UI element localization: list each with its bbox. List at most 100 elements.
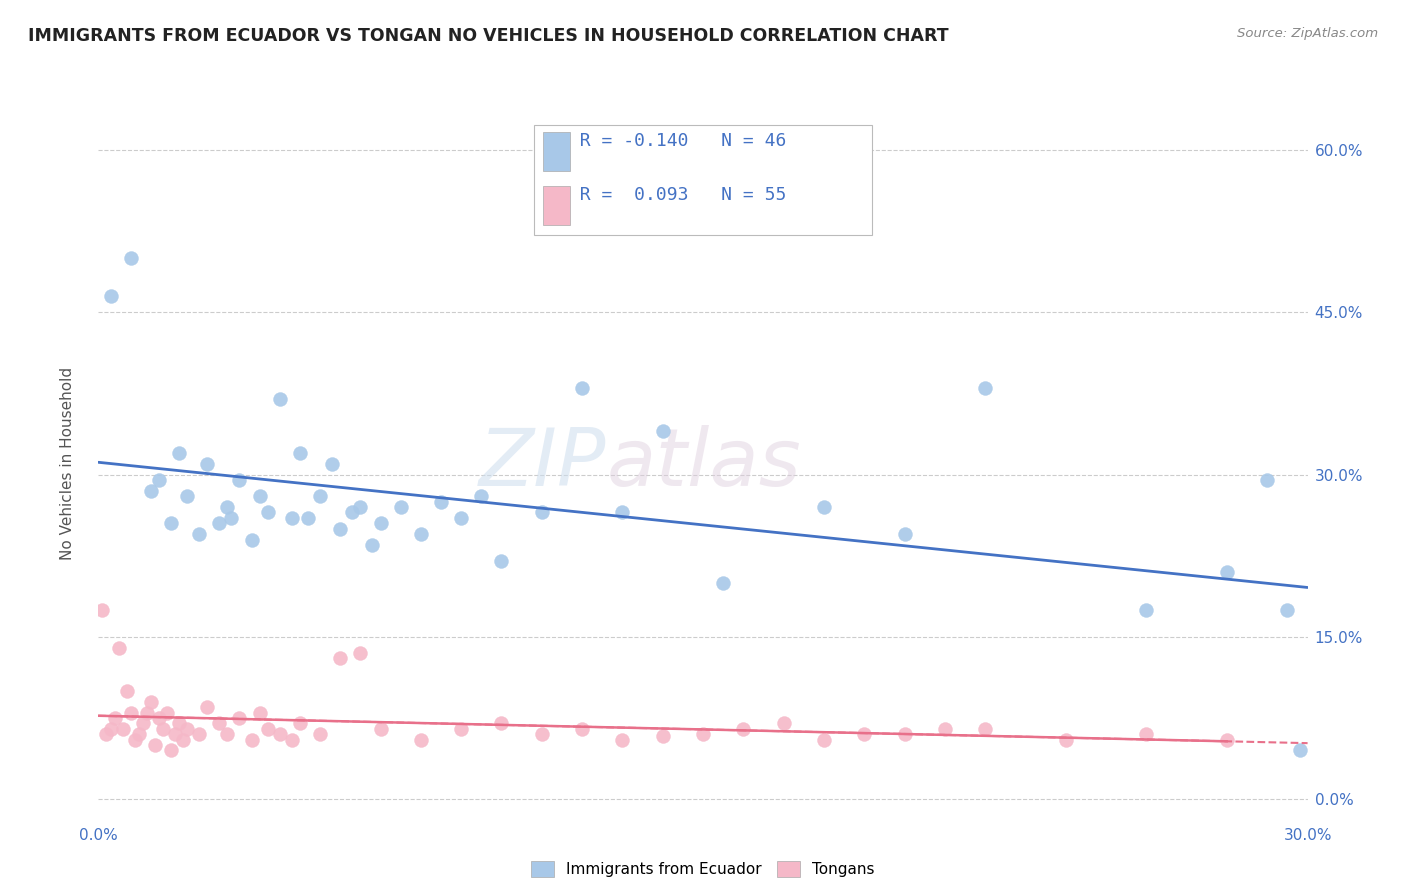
- Point: [132, 716, 155, 731]
- Point: [281, 511, 304, 525]
- Point: [148, 711, 170, 725]
- Point: [934, 722, 956, 736]
- Point: [208, 516, 231, 531]
- Point: [160, 516, 183, 531]
- Point: [172, 732, 194, 747]
- Point: [269, 392, 291, 406]
- Text: IMMIGRANTS FROM ECUADOR VS TONGAN NO VEHICLES IN HOUSEHOLD CORRELATION CHART: IMMIGRANTS FROM ECUADOR VS TONGAN NO VEH…: [28, 27, 949, 45]
- Point: [692, 727, 714, 741]
- Point: [281, 732, 304, 747]
- Point: [813, 500, 835, 514]
- FancyBboxPatch shape: [543, 186, 569, 225]
- Text: R = -0.140   N = 46: R = -0.140 N = 46: [558, 132, 786, 150]
- Point: [309, 727, 332, 741]
- Point: [148, 473, 170, 487]
- Point: [409, 732, 432, 747]
- Point: [176, 722, 198, 736]
- Point: [107, 640, 129, 655]
- Point: [256, 506, 278, 520]
- Point: [321, 457, 343, 471]
- Point: [1256, 473, 1278, 487]
- Point: [342, 506, 364, 520]
- Point: [288, 716, 311, 731]
- Point: [733, 722, 755, 736]
- Point: [228, 473, 250, 487]
- Point: [269, 727, 291, 741]
- Point: [91, 603, 114, 617]
- Point: [974, 381, 997, 395]
- Point: [370, 722, 392, 736]
- Y-axis label: No Vehicles in Household: No Vehicles in Household: [60, 368, 75, 560]
- Text: Source: ZipAtlas.com: Source: ZipAtlas.com: [1237, 27, 1378, 40]
- Point: [152, 722, 174, 736]
- Point: [195, 700, 218, 714]
- Point: [100, 722, 122, 736]
- Point: [228, 711, 250, 725]
- Point: [139, 483, 162, 498]
- Point: [240, 732, 263, 747]
- Point: [176, 489, 198, 503]
- Point: [349, 500, 371, 514]
- Point: [1216, 565, 1239, 579]
- Point: [389, 500, 412, 514]
- Point: [651, 729, 673, 743]
- Point: [188, 727, 211, 741]
- Point: [221, 511, 243, 525]
- Point: [167, 716, 190, 731]
- Point: [208, 716, 231, 731]
- Point: [309, 489, 332, 503]
- Point: [1288, 743, 1310, 757]
- Text: ZIP: ZIP: [479, 425, 606, 503]
- Point: [288, 446, 311, 460]
- Point: [450, 511, 472, 525]
- Point: [491, 554, 513, 568]
- Point: [530, 727, 553, 741]
- Point: [571, 381, 593, 395]
- Point: [167, 446, 190, 460]
- Point: [163, 727, 186, 741]
- Point: [430, 494, 453, 508]
- Point: [974, 722, 997, 736]
- FancyBboxPatch shape: [534, 125, 872, 235]
- Point: [893, 727, 915, 741]
- Point: [115, 684, 138, 698]
- Point: [111, 722, 134, 736]
- Text: atlas: atlas: [606, 425, 801, 503]
- Point: [156, 706, 179, 720]
- Point: [893, 527, 915, 541]
- Point: [96, 727, 118, 741]
- Point: [329, 522, 352, 536]
- Point: [217, 500, 239, 514]
- Point: [450, 722, 472, 736]
- Legend: Immigrants from Ecuador, Tongans: Immigrants from Ecuador, Tongans: [531, 862, 875, 877]
- Point: [249, 706, 271, 720]
- Point: [370, 516, 392, 531]
- Point: [120, 252, 142, 266]
- Point: [349, 646, 371, 660]
- Point: [1216, 732, 1239, 747]
- Point: [853, 727, 876, 741]
- Point: [612, 732, 634, 747]
- FancyBboxPatch shape: [543, 132, 569, 171]
- Point: [612, 506, 634, 520]
- Point: [195, 457, 218, 471]
- Point: [143, 738, 166, 752]
- Point: [249, 489, 271, 503]
- Point: [103, 711, 125, 725]
- Point: [124, 732, 146, 747]
- Point: [297, 511, 319, 525]
- Point: [128, 727, 150, 741]
- Point: [139, 695, 162, 709]
- Point: [240, 533, 263, 547]
- Point: [813, 732, 835, 747]
- Text: R =  0.093   N = 55: R = 0.093 N = 55: [558, 186, 786, 203]
- Point: [651, 425, 673, 439]
- Point: [217, 727, 239, 741]
- Point: [470, 489, 492, 503]
- Point: [329, 651, 352, 665]
- Point: [409, 527, 432, 541]
- Point: [1054, 732, 1077, 747]
- Point: [120, 706, 142, 720]
- Point: [571, 722, 593, 736]
- Point: [711, 575, 734, 590]
